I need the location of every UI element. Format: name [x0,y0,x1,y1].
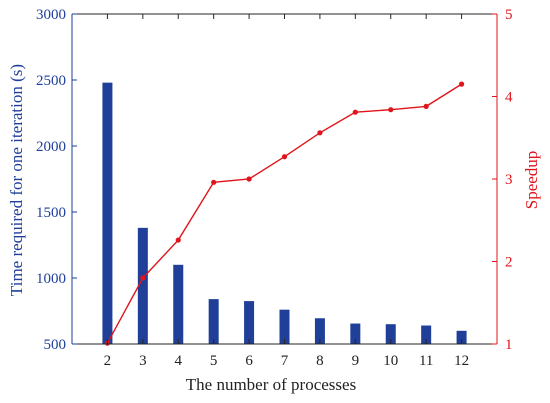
axes [71,13,498,345]
bar-4 [173,264,184,344]
speedup-series [104,81,465,346]
x-tick-label: 9 [352,353,360,369]
bar-series [102,82,467,344]
x-tick-label: 10 [383,353,398,369]
left-tick-label: 1500 [36,205,66,221]
x-tick-label: 6 [245,353,253,369]
bar-3 [137,227,148,344]
y-axis-label-right: Speedup [522,151,541,210]
right-tick-label: 3 [505,172,513,188]
x-tick-label: 4 [175,353,183,369]
bar-9 [350,323,361,344]
x-tick-label: 3 [139,353,147,369]
x-axis-label: The number of processes [186,375,356,394]
left-tick-label: 1000 [36,271,66,287]
bar-7 [279,309,290,344]
bar-5 [208,299,219,344]
bar-11 [421,325,432,344]
x-tick-label: 2 [104,353,112,369]
x-tick-label: 8 [316,353,324,369]
left-tick-label: 2000 [36,139,66,155]
speedup-line [106,83,462,344]
bar-8 [314,318,325,344]
left-tick-label: 500 [44,337,67,353]
bar-12 [456,330,467,344]
y-axis-label-left: Time required for one iteration (s) [7,64,26,296]
speedup-point-5 [211,179,217,185]
speedup-point-4 [175,237,181,243]
x-tick-label: 5 [210,353,218,369]
speedup-point-12 [458,81,465,87]
speedup-point-11 [423,103,429,109]
bar-10 [385,324,396,344]
x-tick-label: 7 [281,353,289,369]
right-tick-label: 5 [505,7,513,23]
right-tick-label: 2 [505,255,513,271]
speedup-point-9 [352,109,358,115]
right-tick-label: 4 [505,90,513,106]
bar-6 [244,301,255,344]
speedup-point-10 [388,107,394,113]
speedup-point-8 [317,130,323,136]
x-tick-label: 12 [454,353,469,369]
left-tick-label: 2500 [36,73,66,89]
speedup-point-3 [140,275,146,281]
speedup-point-7 [281,154,288,160]
x-tick-label: 11 [419,353,433,369]
speedup-point-6 [246,176,252,182]
bar-2 [102,82,113,344]
right-tick-label: 1 [505,337,513,353]
left-tick-label: 3000 [36,7,66,23]
